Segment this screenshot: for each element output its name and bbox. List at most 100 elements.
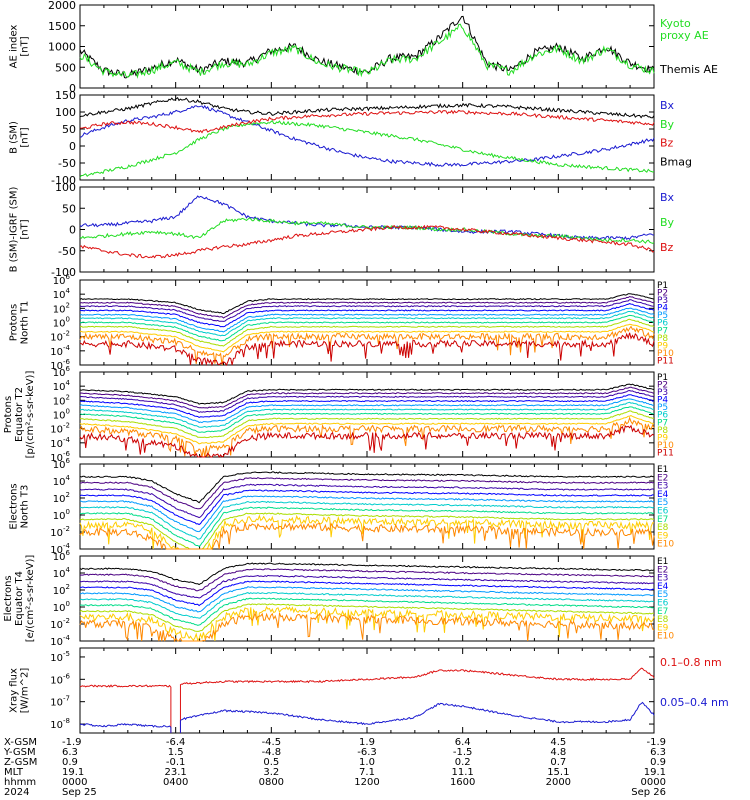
y-tick-label: -50 xyxy=(58,157,76,170)
panel-y-label: B (SM) xyxy=(9,121,20,154)
legend-label: Bx xyxy=(660,99,675,112)
y-tick-label: 10-4 xyxy=(50,634,70,648)
channel-line-E9 xyxy=(79,514,654,551)
channel-line-P8 xyxy=(79,410,655,439)
legend-label: P4 xyxy=(657,304,668,314)
y-tick-label: 0 xyxy=(69,82,76,95)
panel-y-label: [nT] xyxy=(20,127,31,147)
legend-label: Bx xyxy=(660,191,675,204)
legend-label: E10 xyxy=(657,540,674,550)
series-line-0-05-0-4-nm xyxy=(79,722,172,728)
ephemeris-value: 0.2 xyxy=(455,757,471,768)
channel-line-E7 xyxy=(79,506,655,548)
channel-line-E7 xyxy=(79,597,655,626)
channel-line-E5 xyxy=(79,586,655,613)
legend-label: Bz xyxy=(660,137,674,150)
legend-label: Kyoto xyxy=(660,17,691,30)
y-tick-label: 104 xyxy=(53,379,71,393)
ephemeris-row-label: X-GSM xyxy=(4,737,37,748)
y-tick-label: 102 xyxy=(53,393,70,407)
legend-label: E2 xyxy=(657,565,668,575)
legend-label: E9 xyxy=(657,531,669,541)
panel-y-label: Protons xyxy=(9,304,20,341)
channel-line-E4 xyxy=(79,489,655,526)
legend-label: P1 xyxy=(657,373,668,383)
legend-label: E6 xyxy=(657,599,669,609)
panel-y-label: [W/m^2] xyxy=(20,668,31,714)
legend-label: By xyxy=(660,216,675,229)
ephemeris-value: 19.1 xyxy=(644,767,666,778)
panel-2: B (SM) [nT] -100 -50 0 50 100 150 Bx By Bz Bmag xyxy=(9,89,693,187)
series-line-bx xyxy=(79,195,655,241)
series-line-by xyxy=(79,119,655,178)
y-tick-label: -50 xyxy=(58,245,76,258)
series-line-bz xyxy=(79,109,655,134)
series-line-by xyxy=(79,217,655,244)
legend-label: E1 xyxy=(657,465,668,475)
channel-line-E8 xyxy=(79,603,655,632)
y-tick-label: 106 xyxy=(53,365,71,379)
y-tick-label: 106 xyxy=(53,549,71,563)
ephemeris-value: -4.5 xyxy=(262,737,282,748)
ephemeris-value: 19.1 xyxy=(62,767,84,778)
channel-line-P6 xyxy=(79,310,655,337)
y-tick-label: 10-6 xyxy=(50,672,70,686)
channel-line-E4 xyxy=(80,580,655,607)
ephemeris-value: -4.8 xyxy=(262,747,282,758)
channel-line-P5 xyxy=(79,307,655,333)
ephemeris-value: 0800 xyxy=(259,777,284,788)
channel-line-P10 xyxy=(79,416,655,458)
legend-label: P11 xyxy=(657,448,674,458)
panel-y-label: [nT] xyxy=(20,219,31,239)
channel-line-P10 xyxy=(79,325,655,366)
legend-label: P6 xyxy=(657,411,668,421)
legend-label: P5 xyxy=(657,403,668,413)
y-tick-label: 104 xyxy=(53,474,71,488)
channel-line-E9 xyxy=(79,605,655,642)
panel-7: Electrons Equator T4 [e/(cm²-s-sr-keV)] 10-… xyxy=(3,549,674,648)
panel-8: Xray flux [W/m^2] 10-8 10-7 10-6 10-5 0.1–0.8 … xyxy=(9,647,729,734)
panel-5: Protons Equator T2 [p/(cm²-s-sr-keV)]10-61… xyxy=(3,365,674,464)
ephemeris-value: 6.3 xyxy=(650,747,666,758)
legend-label: E8 xyxy=(657,523,669,533)
series-line-0-1-0-8-nm xyxy=(180,667,655,685)
ephemeris-value: 6.3 xyxy=(62,747,78,758)
channel-line-P7 xyxy=(79,406,654,433)
panel-y-label: Protons xyxy=(3,396,14,433)
channel-line-E10 xyxy=(79,611,655,643)
y-tick-label: 10-5 xyxy=(50,650,70,664)
ephemeris-value: 23.1 xyxy=(165,767,187,778)
y-tick-label: 104 xyxy=(53,287,71,301)
channel-line-P5 xyxy=(79,398,655,424)
ephemeris-value: 0000 xyxy=(62,777,87,788)
ephemeris-value: 3.2 xyxy=(263,767,279,778)
legend-label: Themis AE xyxy=(659,63,718,76)
legend-label: P10 xyxy=(657,349,674,359)
ephemeris-value: Sep 26 xyxy=(631,787,666,798)
legend-label: P9 xyxy=(657,341,668,351)
y-tick-label: 100 xyxy=(53,508,70,522)
legend-label: P2 xyxy=(657,289,668,299)
channel-line-E8 xyxy=(79,512,655,550)
legend-label: E2 xyxy=(657,473,668,483)
panel-y-label: Xray flux xyxy=(9,668,20,713)
ephemeris-value: 0.7 xyxy=(550,757,566,768)
ephemeris-value: 4.5 xyxy=(550,737,566,748)
legend-label: By xyxy=(660,118,675,131)
channel-line-P1 xyxy=(79,383,655,405)
series-line-bx xyxy=(79,104,655,167)
legend-label: E5 xyxy=(657,498,668,508)
ephemeris-value: 4.8 xyxy=(550,747,566,758)
ephemeris-value: -1.9 xyxy=(646,737,666,748)
legend-label: E9 xyxy=(657,623,669,633)
y-tick-label: 100 xyxy=(55,106,76,119)
panel-y-label: Electrons xyxy=(3,575,14,621)
ephemeris-value: -0.1 xyxy=(166,757,186,768)
y-tick-label: 50 xyxy=(62,202,76,215)
ephemeris-value: 0.5 xyxy=(263,757,279,768)
y-tick-label: 1000 xyxy=(48,41,76,54)
y-tick-label: 10-4 xyxy=(50,436,70,450)
ephemeris-row-label: hhmm xyxy=(4,777,36,788)
y-tick-label: 10-2 xyxy=(50,422,70,436)
y-tick-label: 100 xyxy=(55,181,76,194)
